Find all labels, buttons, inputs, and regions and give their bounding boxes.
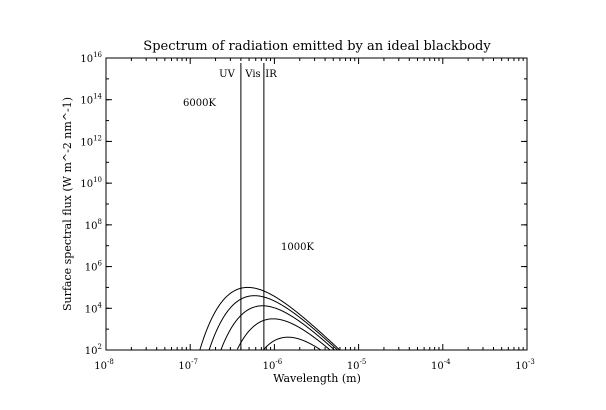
band-labels-group: UV Vis IR [219,69,277,80]
x-ticks-group: 10-8 10-7 10-6 10-5 10-4 10-3 [94,58,535,372]
band-label-ir: IR [265,69,277,80]
curve-3000K [236,318,331,351]
x-tick-label: 10-4 [431,358,451,372]
x-tick-label: 10-5 [347,358,367,372]
x-tick-label: 10-7 [178,358,198,372]
x-axis-label: Wavelength (m) [273,372,361,385]
cold-curve-label: 1000K [281,242,314,253]
y-ticks-group: 102 104 106 108 1010 1012 1014 1016 [80,51,527,357]
y-tick-label: 106 [85,260,103,274]
curves-group [199,286,340,351]
y-tick-label: 1016 [80,51,102,65]
hot-curve-label: 6000K [183,98,216,109]
curve-4000K [220,305,335,351]
y-tick-label: 104 [85,301,103,315]
curve-6000K [199,286,340,351]
x-tick-label: 10-8 [94,358,114,372]
chart-title: Spectrum of radiation emitted by an idea… [143,39,491,54]
y-tick-label: 102 [85,343,102,357]
curve-5000K [208,295,338,351]
y-tick-label: 1012 [80,134,102,148]
curve-2000K [263,336,321,351]
y-axis-label: Surface spectral flux (W m^-2 nm^-1) [61,97,74,311]
x-tick-label: 10-6 [263,358,283,372]
y-tick-label: 108 [85,218,102,232]
y-tick-label: 1014 [80,93,102,107]
plot-frame [105,57,528,351]
band-label-uv: UV [219,69,235,80]
band-label-vis: Vis [244,69,260,80]
band-lines-group [240,63,265,350]
y-tick-label: 1010 [80,176,102,190]
x-tick-label: 10-3 [515,358,535,372]
